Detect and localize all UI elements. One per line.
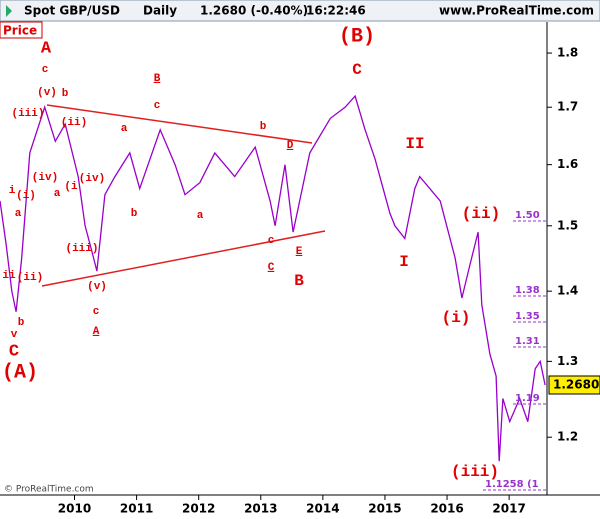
wave-label: II [405, 135, 424, 153]
wave-label: b [62, 88, 69, 100]
trend-line [41, 230, 326, 287]
wave-label: B [154, 73, 161, 85]
wave-label: a [54, 188, 61, 200]
wave-label: (ii) [17, 272, 43, 284]
last-price-label: 1.2680 [553, 377, 599, 391]
period: Daily [143, 4, 177, 18]
x-tick-label: 2017 [492, 502, 525, 516]
wave-label: (iii) [11, 108, 44, 120]
site: www.ProRealTime.com [439, 4, 594, 18]
time: 16:22:46 [306, 4, 366, 18]
price-line [0, 94, 546, 462]
wave-label: (v) [37, 87, 57, 99]
wave-label: c [42, 64, 49, 76]
wave-label: (iii) [451, 463, 499, 481]
wave-label: C [352, 61, 362, 79]
wave-label: b [18, 317, 25, 329]
wave-label: A [93, 326, 100, 338]
wave-label: a [121, 123, 128, 135]
y-tick-label: 1.6 [557, 157, 578, 171]
x-tick-label: 2010 [58, 502, 91, 516]
wave-label: v [11, 329, 18, 341]
x-tick-label: 2013 [244, 502, 277, 516]
y-tick-label: 1.5 [557, 218, 578, 232]
wave-label: c [268, 235, 275, 247]
y-tick-label: 1.4 [557, 284, 578, 298]
symbol: Spot GBP/USD [24, 4, 120, 18]
x-tick-label: 2011 [120, 502, 153, 516]
wave-label: (iii) [65, 243, 98, 255]
level-label: 1.31 [515, 336, 540, 347]
trend-line [46, 104, 313, 144]
wave-label: C [268, 262, 275, 274]
header-icon [6, 5, 12, 17]
x-tick-label: 2015 [368, 502, 401, 516]
wave-label: ii [2, 270, 16, 282]
wave-label: (i) [16, 190, 36, 202]
wave-label: (i [64, 181, 78, 193]
wave-label: c [93, 306, 100, 318]
wave-label: A [41, 39, 52, 58]
wave-label: b [260, 121, 267, 133]
wave-label: (ii) [462, 205, 500, 223]
last-price-box [548, 375, 600, 395]
wave-label: D [287, 140, 294, 152]
level-label: 1.19 [515, 393, 540, 404]
level-label: 1.1258 (1 [485, 479, 539, 490]
wave-label: I [399, 253, 409, 271]
y-tick-label: 1.2 [557, 430, 578, 444]
wave-label: (i) [442, 309, 471, 327]
wave-label: (iv) [79, 173, 105, 185]
wave-label: (ii) [61, 117, 87, 129]
x-tick-label: 2012 [182, 502, 215, 516]
level-label: 1.35 [515, 311, 540, 322]
wave-label: c [154, 100, 161, 112]
wave-label: C [9, 342, 19, 361]
x-tick-label: 2014 [306, 502, 339, 516]
header-bar [0, 0, 600, 22]
wave-label: i [9, 185, 16, 197]
wave-label: (A) [2, 361, 38, 384]
y-tick-label: 1.7 [557, 100, 578, 114]
x-tick-label: 2016 [430, 502, 463, 516]
wave-label: a [197, 210, 204, 222]
wave-label: B [294, 272, 304, 290]
copyright: © ProRealTime.com [4, 485, 94, 495]
wave-label: (iv) [32, 172, 58, 184]
level-label: 1.50 [515, 210, 540, 221]
wave-label: b [131, 208, 138, 220]
y-tick-label: 1.3 [557, 354, 578, 368]
y-tick-label: 1.8 [557, 46, 578, 60]
quote: 1.2680 (-0.40%) [200, 4, 308, 18]
wave-label: (B) [339, 25, 375, 48]
panel-label: Price [3, 24, 37, 38]
level-label: 1.38 [515, 285, 540, 296]
wave-label: E [296, 246, 303, 258]
wave-label: (v) [87, 281, 107, 293]
panel-box [0, 21, 43, 39]
wave-label: a [15, 208, 22, 220]
